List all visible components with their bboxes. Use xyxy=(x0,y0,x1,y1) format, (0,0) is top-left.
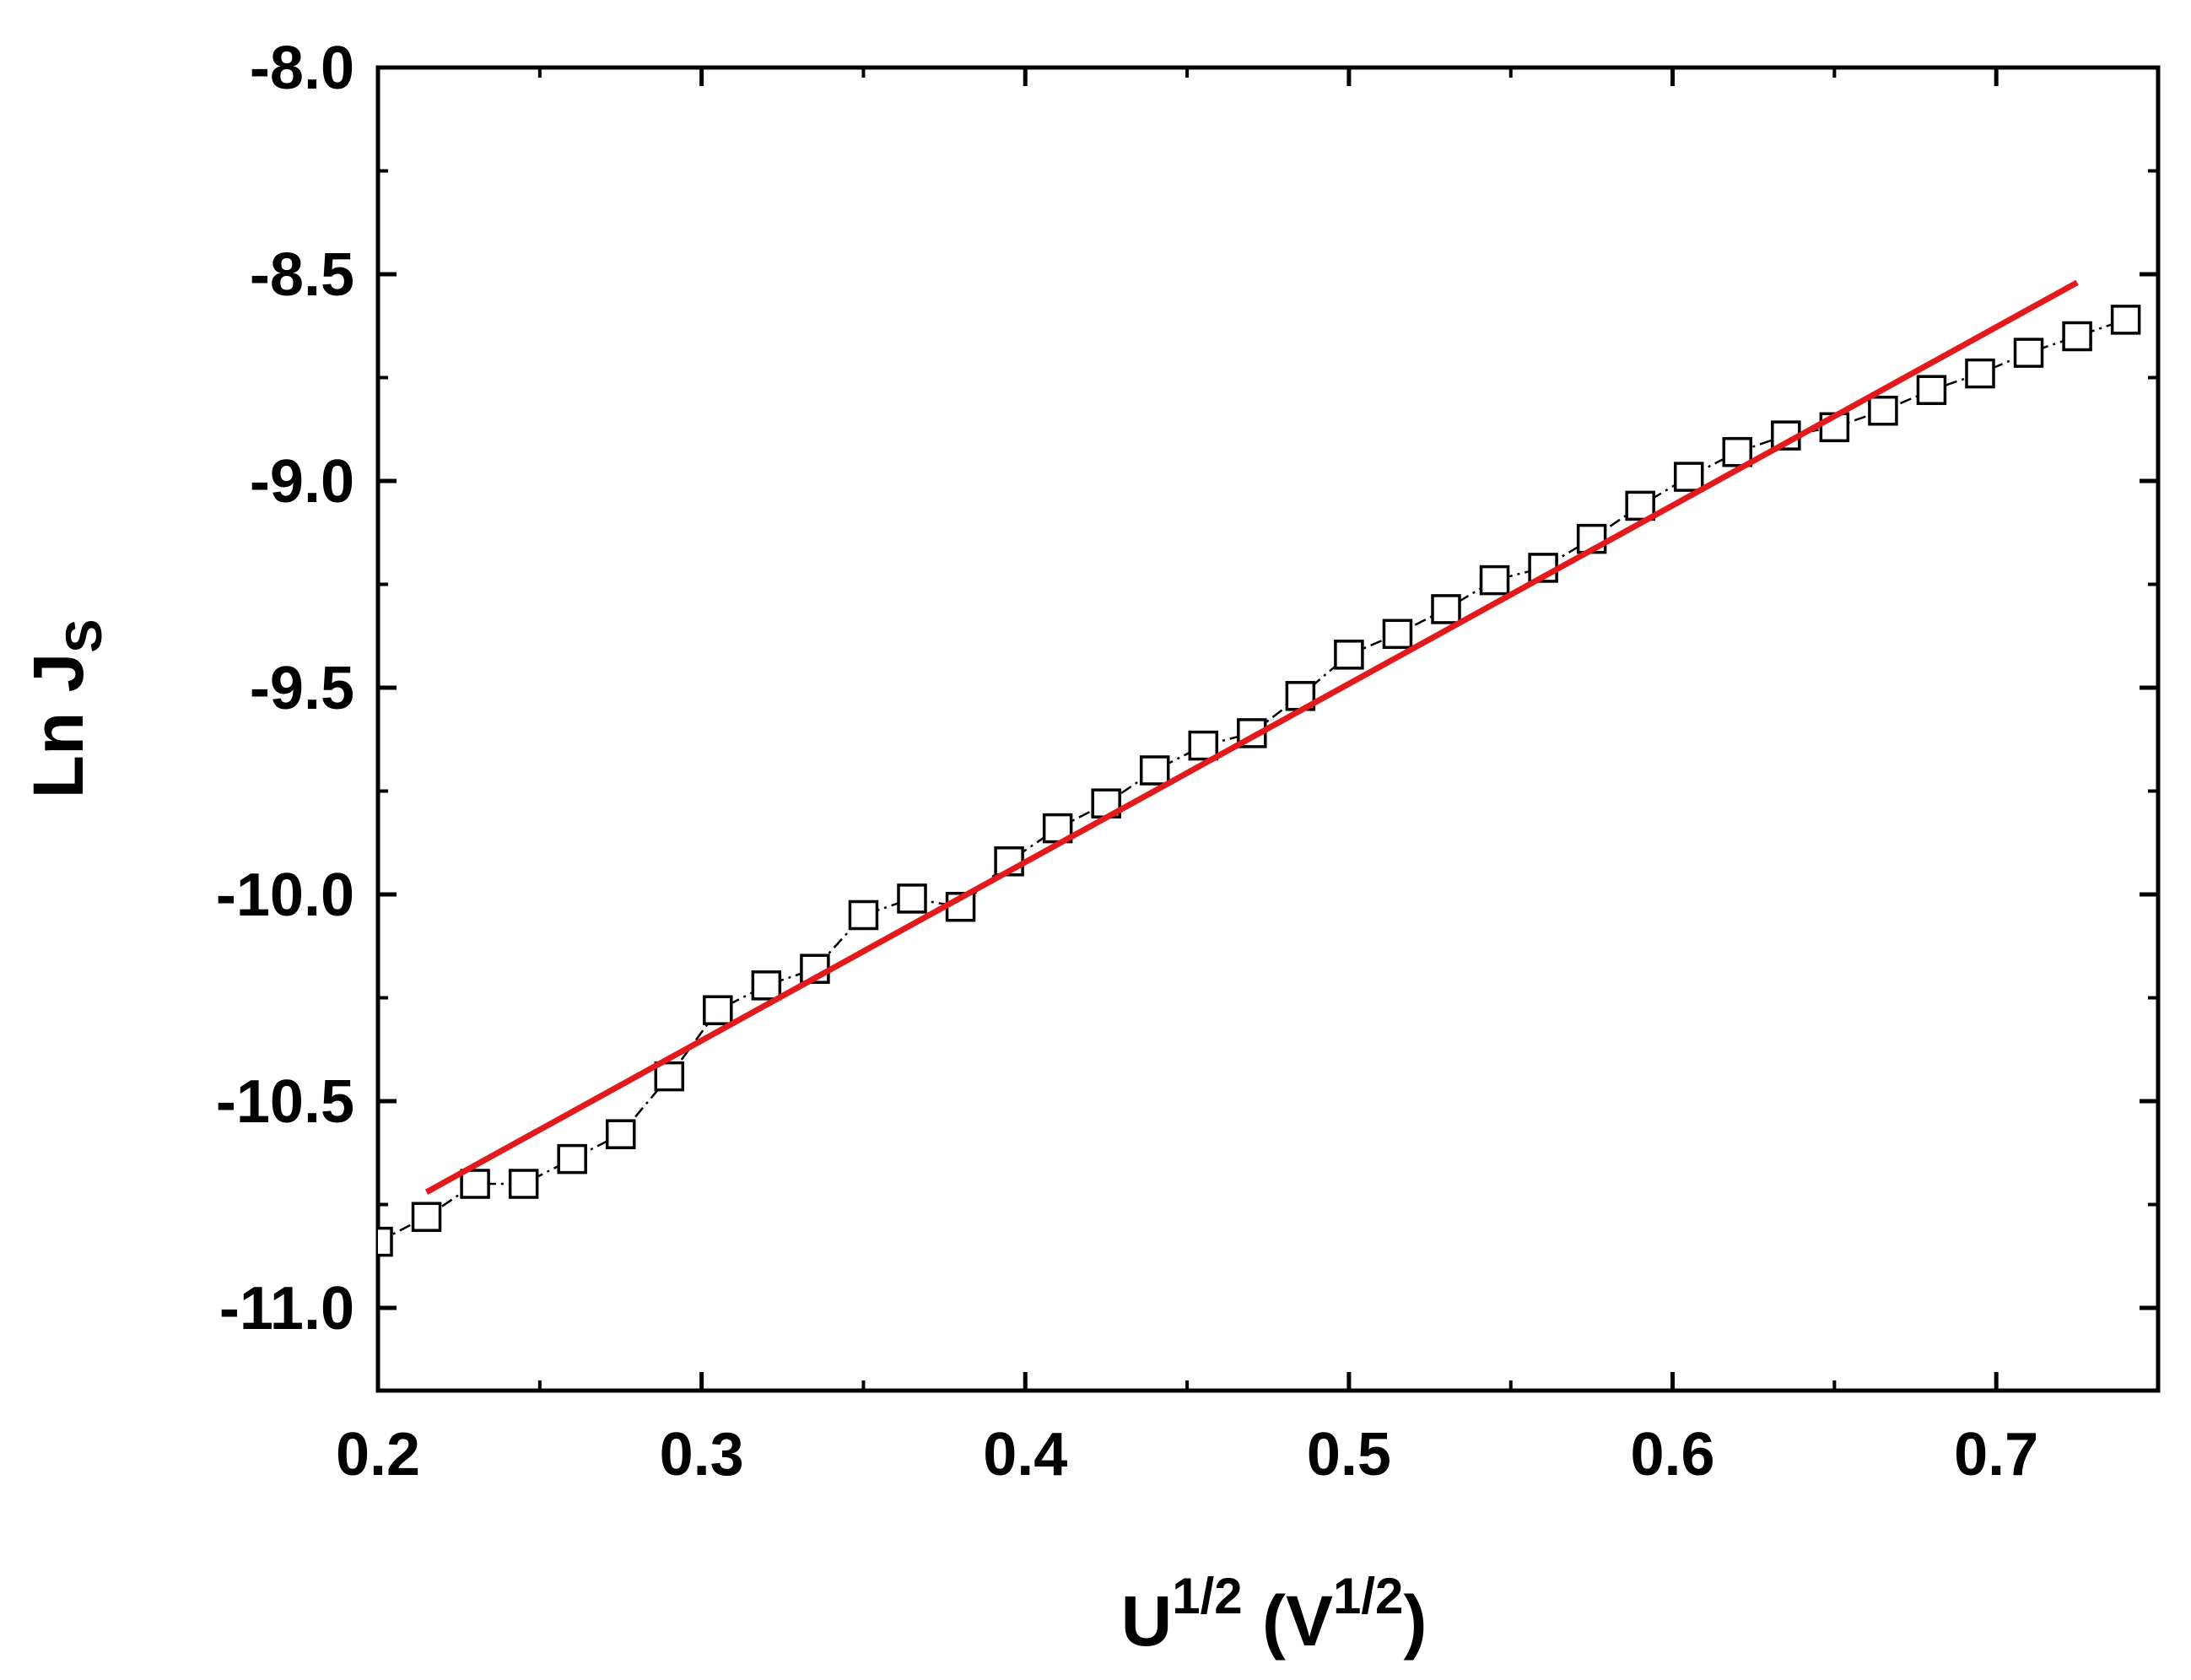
y-tick-label: -8.0 xyxy=(250,35,354,102)
y-tick-label: -11.0 xyxy=(219,1275,354,1342)
data-point-square xyxy=(1188,730,1219,761)
data-point-square xyxy=(751,970,782,1001)
ticks-layer xyxy=(375,65,2160,1391)
y-tick-label: -9.5 xyxy=(250,655,354,722)
y-axis-title-sub: S xyxy=(56,619,112,653)
data-point-square xyxy=(703,995,733,1025)
x-axis-title-unit-close: ) xyxy=(1403,1581,1427,1661)
data-point-square xyxy=(605,1119,636,1149)
data-point-square xyxy=(557,1143,587,1175)
data-point-square xyxy=(897,883,927,914)
labels-layer: 0.2 0.3 0.4 0.5 0.6 0.7 -8.0 -8.5 -9.0 -9.5 -10.0 -… xyxy=(216,35,2038,1488)
data-point-square xyxy=(411,1202,442,1232)
data-point-square xyxy=(2062,321,2092,352)
plot-layer xyxy=(375,65,2161,1393)
x-axis-title-unit-open: (V xyxy=(1243,1581,1333,1661)
data-point-square xyxy=(1479,565,1510,596)
x-tick-label: 0.7 xyxy=(1954,1421,2038,1488)
data-point-square xyxy=(1965,358,1995,389)
fit-line xyxy=(424,279,2079,1195)
data-point-square xyxy=(1625,490,1655,521)
data-group xyxy=(378,279,2141,1257)
data-point-square xyxy=(1722,436,1753,467)
x-axis-title-main: U xyxy=(1121,1581,1173,1661)
data-connector-line xyxy=(378,318,2127,1243)
x-tick-label: 0.6 xyxy=(1630,1421,1714,1488)
y-tick-label: -10.0 xyxy=(216,862,354,929)
data-point-square xyxy=(1916,375,1947,405)
data-point-square xyxy=(460,1169,490,1199)
plot-frame xyxy=(375,65,2161,1393)
data-point-square xyxy=(654,1061,685,1092)
y-axis-title-main: Ln J xyxy=(19,653,98,799)
x-tick-label: 0.2 xyxy=(336,1421,420,1488)
data-point-square xyxy=(1431,594,1461,624)
y-tick-label: -9.0 xyxy=(250,448,354,516)
y-axis-title: Ln JS xyxy=(19,619,112,799)
data-point-square xyxy=(2013,338,2044,368)
data-point-square xyxy=(848,899,879,931)
x-tick-label: 0.5 xyxy=(1307,1421,1391,1488)
y-tick-label: -8.5 xyxy=(250,241,354,309)
data-point-square xyxy=(1091,788,1121,818)
data-point-square xyxy=(378,1226,393,1257)
data-point-square xyxy=(508,1169,539,1199)
y-tick-label: -10.5 xyxy=(216,1068,354,1136)
data-point-square xyxy=(1382,619,1413,650)
data-point-square xyxy=(1673,462,1704,492)
x-tick-label: 0.3 xyxy=(660,1421,744,1488)
data-point-square xyxy=(1868,395,1898,426)
data-point-square xyxy=(1334,640,1364,670)
data-point-square xyxy=(2110,305,2141,335)
x-axis-title-unit-sup: 1/2 xyxy=(1333,1568,1403,1624)
data-point-square xyxy=(1139,755,1170,786)
x-tick-label: 0.4 xyxy=(983,1421,1067,1488)
x-axis-title: U1/2 (V1/2) xyxy=(1121,1568,1427,1661)
x-axis-title-main-sup: 1/2 xyxy=(1172,1568,1242,1624)
